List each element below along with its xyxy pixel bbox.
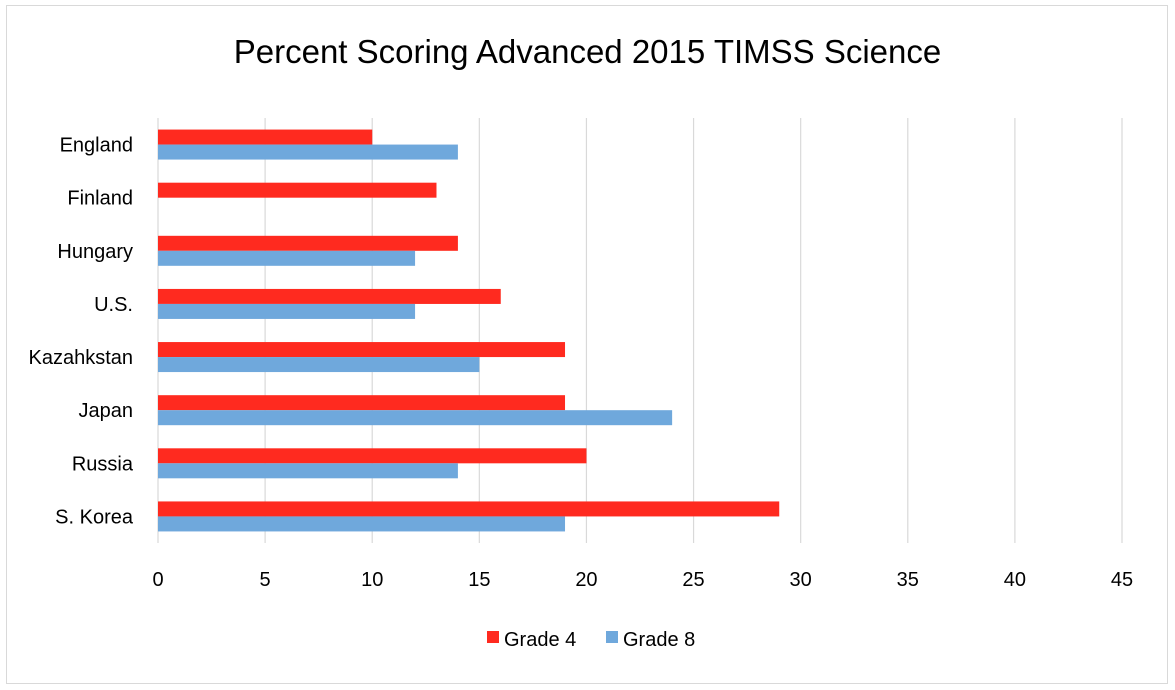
bar-grade-8-russia — [158, 463, 458, 479]
bar-grade-4-japan — [158, 395, 566, 411]
legend-label: Grade 8 — [623, 629, 695, 651]
x-tick-label: 25 — [682, 569, 704, 591]
legend-swatch — [487, 631, 499, 643]
bar-grade-4-finland — [158, 182, 437, 198]
bar-grade-4-england — [158, 129, 373, 145]
bar-grade-4-hungary — [158, 235, 458, 251]
bar-grade-8-kazahkstan — [158, 357, 480, 373]
category-label: England — [60, 135, 133, 157]
bar-grade-4-russia — [158, 448, 587, 464]
bar-grade-8-hungary — [158, 250, 416, 266]
category-label: Hungary — [57, 241, 133, 263]
category-label: U.S. — [94, 294, 133, 316]
x-tick-label: 0 — [152, 569, 163, 591]
x-tick-label: 20 — [575, 569, 597, 591]
chart-title: Percent Scoring Advanced 2015 TIMSS Scie… — [233, 33, 942, 70]
bar-grade-8-u-s- — [158, 303, 416, 319]
category-label: Kazahkstan — [28, 347, 133, 369]
legend: Grade 4 Grade 8 — [487, 629, 695, 651]
category-labels: England Finland Hungary U.S. Kazahkstan Japan… — [28, 135, 133, 529]
x-tick-labels: 0 5 10 15 20 25 30 35 40 45 — [152, 569, 1133, 591]
legend-swatch — [606, 631, 618, 643]
bar-grade-4-u-s- — [158, 288, 501, 304]
bar-grade-8-japan — [158, 410, 673, 426]
bars — [158, 129, 780, 532]
gridlines — [157, 118, 1123, 543]
legend-label: Grade 4 — [504, 629, 576, 651]
bar-grade-8-s-korea — [158, 516, 566, 532]
bar-grade-4-s-korea — [158, 501, 780, 517]
x-tick-label: 15 — [468, 569, 490, 591]
x-tick-label: 45 — [1111, 569, 1133, 591]
category-label: Finland — [67, 188, 133, 210]
x-tick-label: 35 — [897, 569, 919, 591]
x-tick-label: 30 — [790, 569, 812, 591]
x-tick-label: 10 — [361, 569, 383, 591]
bar-grade-8-england — [158, 144, 458, 160]
x-tick-label: 5 — [260, 569, 271, 591]
category-label: Russia — [72, 453, 134, 475]
x-tick-label: 40 — [1004, 569, 1026, 591]
category-label: S. Korea — [55, 506, 134, 528]
category-label: Japan — [79, 400, 134, 422]
bar-grade-4-kazahkstan — [158, 342, 566, 358]
